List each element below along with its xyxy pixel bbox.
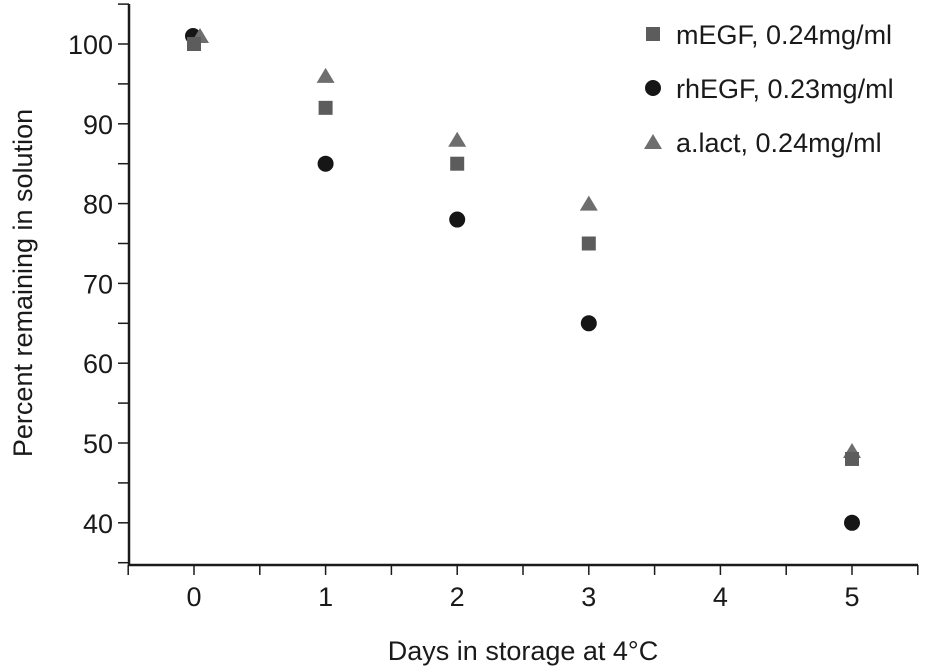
square-marker	[450, 156, 465, 171]
legend-triangle-icon	[644, 134, 662, 149]
square-marker	[581, 236, 596, 251]
x-tick-label: 5	[844, 582, 859, 612]
y-tick-label: 80	[83, 190, 113, 220]
legend-circle-icon	[645, 80, 661, 96]
legend: mEGF, 0.24mg/ml rhEGF, 0.23mg/ml a.lact, 0…	[644, 20, 894, 158]
square-marker	[318, 100, 333, 115]
x-tick-label: 2	[450, 582, 465, 612]
circle-marker	[317, 155, 334, 172]
x-axis-title: Days in storage at 4°C	[388, 636, 658, 666]
legend-label: rhEGF, 0.23mg/ml	[676, 74, 894, 104]
circle-marker	[844, 514, 860, 531]
x-tick-label: 1	[318, 582, 333, 612]
triangle-marker	[448, 131, 467, 147]
legend-square-icon	[646, 27, 660, 41]
axes: 40 50 60 70 80 90 100 0 1 2 3 4 5	[68, 3, 919, 612]
y-tick-label: 40	[83, 509, 113, 539]
legend-label: a.lact, 0.24mg/ml	[676, 128, 882, 158]
y-axis-title: Percent remaining in solution	[8, 109, 38, 457]
x-tick-label: 4	[713, 582, 728, 612]
circle-marker	[580, 315, 597, 332]
y-tick-label: 90	[83, 110, 113, 140]
y-tick-label: 60	[83, 349, 113, 379]
square-marker	[845, 451, 859, 466]
circle-marker	[449, 211, 466, 228]
y-tick-label: 100	[68, 30, 113, 60]
triangle-marker	[579, 195, 598, 211]
triangle-marker	[316, 67, 335, 83]
x-tick-label: 0	[186, 582, 201, 612]
data-points	[185, 28, 861, 531]
y-tick-label: 70	[83, 269, 113, 299]
square-marker	[187, 37, 201, 51]
y-tick-label: 50	[83, 429, 113, 459]
legend-label: mEGF, 0.24mg/ml	[676, 20, 892, 50]
x-tick-label: 3	[581, 582, 596, 612]
